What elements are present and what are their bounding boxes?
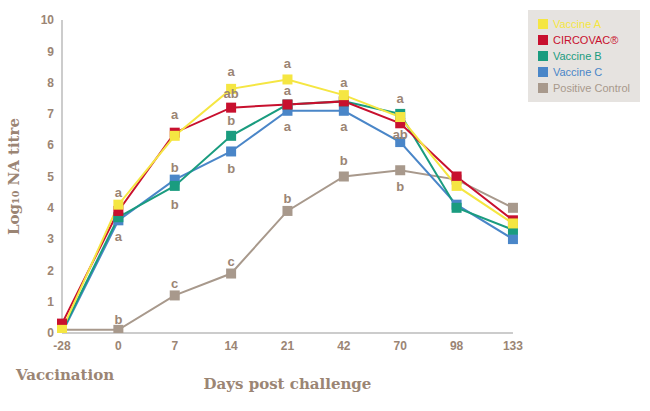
svg-text:b: b — [284, 191, 292, 206]
svg-text:1: 1 — [47, 295, 54, 309]
html-text:Vaccination: Vaccination — [16, 366, 115, 384]
html-text:Vaccine B: Vaccine B — [553, 50, 602, 62]
svg-text:b: b — [114, 312, 122, 327]
svg-text:a: a — [115, 185, 123, 200]
html-text:Vaccine C: Vaccine C — [553, 66, 603, 78]
svg-text:98: 98 — [450, 339, 464, 353]
svg-text:6: 6 — [47, 138, 54, 152]
svg-text:3: 3 — [47, 232, 54, 246]
html-text:Positive Control: Positive Control — [553, 82, 630, 94]
svg-text:4: 4 — [47, 201, 54, 215]
svg-text:133: 133 — [503, 339, 523, 353]
svg-text:10: 10 — [41, 13, 55, 27]
svg-text:a: a — [284, 56, 292, 71]
svg-text:c: c — [171, 276, 178, 291]
svg-text:21: 21 — [281, 339, 295, 353]
svg-text:a: a — [171, 107, 179, 122]
svg-text:a: a — [397, 91, 405, 106]
svg-text:14: 14 — [224, 339, 238, 353]
svg-text:a: a — [340, 119, 348, 134]
svg-text:42: 42 — [337, 339, 351, 353]
svg-text:a: a — [284, 119, 292, 134]
svg-text:ab: ab — [393, 127, 408, 142]
svg-text:b: b — [171, 160, 179, 175]
svg-text:a: a — [115, 229, 123, 244]
svg-text:7: 7 — [171, 339, 178, 353]
svg-text:ab: ab — [224, 86, 239, 101]
svg-text:0: 0 — [115, 339, 122, 353]
svg-text:5: 5 — [47, 170, 54, 184]
html-text:CIRCOVAC®: CIRCOVAC® — [553, 34, 619, 46]
html-text:Vaccine A: Vaccine A — [553, 18, 602, 30]
svg-text:2: 2 — [47, 264, 54, 278]
svg-text:0: 0 — [47, 326, 54, 340]
svg-text:c: c — [227, 254, 234, 269]
svg-text:9: 9 — [47, 45, 54, 59]
svg-text:b: b — [227, 161, 235, 176]
svg-text:Log₁₀ NA titre: Log₁₀ NA titre — [8, 118, 23, 235]
svg-text:8: 8 — [47, 76, 54, 90]
svg-text:-28: -28 — [53, 339, 71, 353]
svg-text:b: b — [227, 113, 235, 128]
svg-text:b: b — [171, 197, 179, 212]
svg-text:b: b — [396, 179, 404, 194]
svg-text:7: 7 — [47, 107, 54, 121]
svg-text:a: a — [284, 83, 292, 98]
svg-text:a: a — [340, 75, 348, 90]
svg-text:b: b — [340, 153, 348, 168]
svg-text:a: a — [227, 64, 235, 79]
svg-text:Days post challenge: Days post challenge — [204, 375, 372, 393]
svg-text:70: 70 — [394, 339, 408, 353]
